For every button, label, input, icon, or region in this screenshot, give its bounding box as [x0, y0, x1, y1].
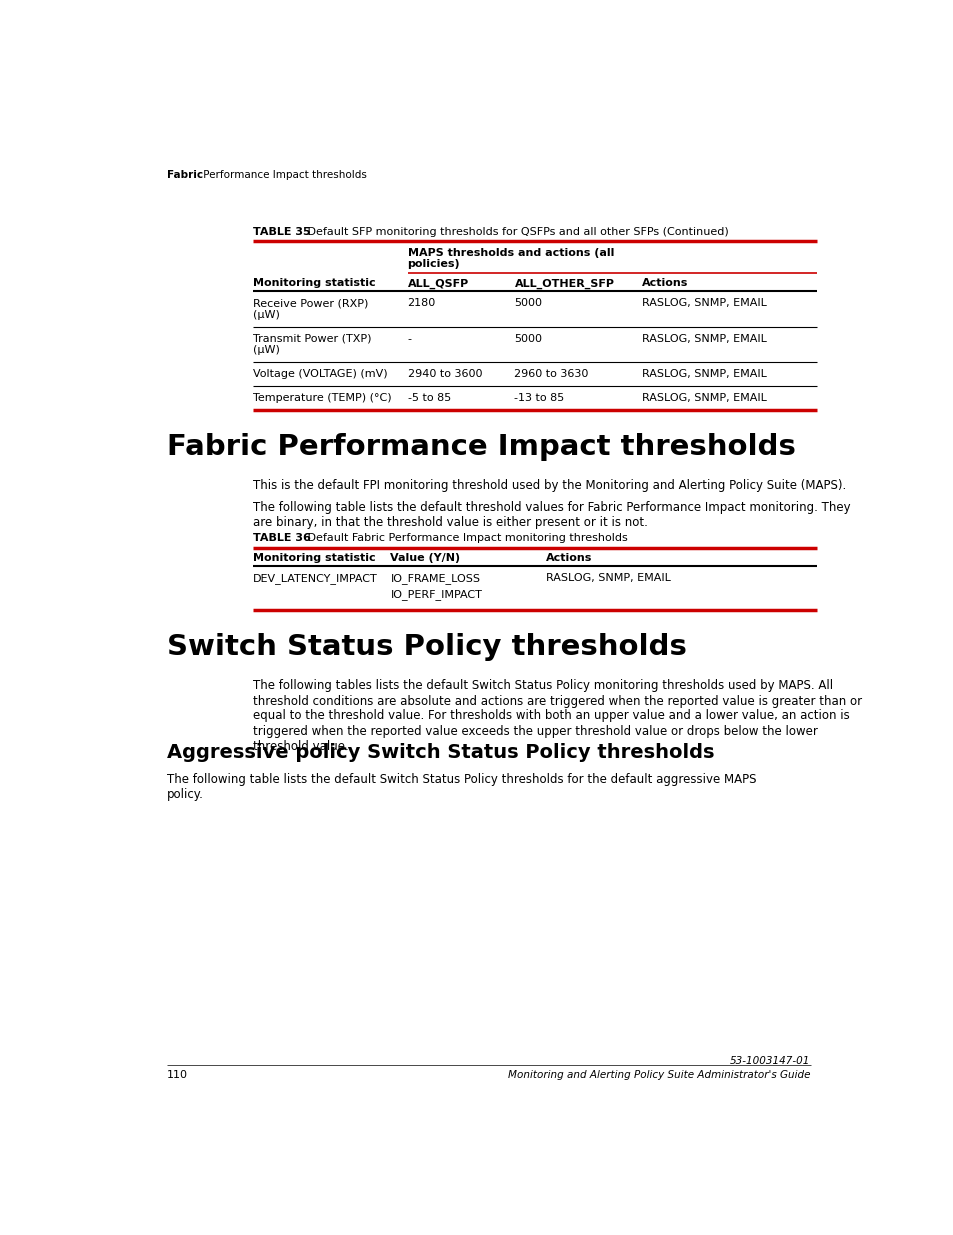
- Text: Value (Y/N): Value (Y/N): [390, 553, 460, 563]
- Text: RASLOG, SNMP, EMAIL: RASLOG, SNMP, EMAIL: [641, 369, 766, 379]
- Text: Fabric Performance Impact thresholds: Fabric Performance Impact thresholds: [167, 433, 796, 461]
- Text: 110: 110: [167, 1070, 188, 1079]
- Text: MAPS thresholds and actions (all
policies): MAPS thresholds and actions (all policie…: [407, 247, 614, 269]
- Text: Aggressive policy Switch Status Policy thresholds: Aggressive policy Switch Status Policy t…: [167, 742, 714, 762]
- Text: Monitoring statistic: Monitoring statistic: [253, 553, 375, 563]
- Text: -5 to 85: -5 to 85: [407, 393, 451, 403]
- Text: Voltage (VOLTAGE) (mV): Voltage (VOLTAGE) (mV): [253, 369, 387, 379]
- Text: Temperature (TEMP) (°C): Temperature (TEMP) (°C): [253, 393, 391, 403]
- Text: Performance Impact thresholds: Performance Impact thresholds: [199, 169, 366, 180]
- Text: DEV_LATENCY_IMPACT: DEV_LATENCY_IMPACT: [253, 573, 376, 584]
- Text: Actions: Actions: [641, 278, 688, 288]
- Text: Monitoring statistic: Monitoring statistic: [253, 278, 375, 288]
- Text: -13 to 85: -13 to 85: [514, 393, 564, 403]
- Text: 2940 to 3600: 2940 to 3600: [407, 369, 481, 379]
- Text: TABLE 35: TABLE 35: [253, 227, 310, 237]
- Text: ALL_QSFP: ALL_QSFP: [407, 278, 468, 289]
- Text: The following tables lists the default Switch Status Policy monitoring threshold: The following tables lists the default S…: [253, 679, 861, 752]
- Text: Default SFP monitoring thresholds for QSFPs and all other SFPs (Continued): Default SFP monitoring thresholds for QS…: [296, 227, 728, 237]
- Text: RASLOG, SNMP, EMAIL: RASLOG, SNMP, EMAIL: [641, 299, 766, 309]
- Text: Receive Power (RXP)
(μW): Receive Power (RXP) (μW): [253, 299, 368, 320]
- Text: Actions: Actions: [545, 553, 591, 563]
- Text: IO_FRAME_LOSS: IO_FRAME_LOSS: [390, 573, 480, 584]
- Text: RASLOG, SNMP, EMAIL: RASLOG, SNMP, EMAIL: [641, 393, 766, 403]
- Text: 2180: 2180: [407, 299, 436, 309]
- Text: This is the default FPI monitoring threshold used by the Monitoring and Alerting: This is the default FPI monitoring thres…: [253, 479, 845, 493]
- Text: ALL_OTHER_SFP: ALL_OTHER_SFP: [514, 278, 614, 289]
- Text: Switch Status Policy thresholds: Switch Status Policy thresholds: [167, 634, 686, 661]
- Text: The following table lists the default Switch Status Policy thresholds for the de: The following table lists the default Sw…: [167, 773, 756, 802]
- Text: Default Fabric Performance Impact monitoring thresholds: Default Fabric Performance Impact monito…: [296, 534, 627, 543]
- Text: RASLOG, SNMP, EMAIL: RASLOG, SNMP, EMAIL: [545, 573, 670, 583]
- Text: -: -: [407, 333, 411, 343]
- Text: 5000: 5000: [514, 333, 542, 343]
- Text: Monitoring and Alerting Policy Suite Administrator's Guide: Monitoring and Alerting Policy Suite Adm…: [508, 1070, 810, 1079]
- Text: The following table lists the default threshold values for Fabric Performance Im: The following table lists the default th…: [253, 501, 849, 529]
- Text: 5000: 5000: [514, 299, 542, 309]
- Text: 53-1003147-01: 53-1003147-01: [729, 1056, 810, 1066]
- Text: IO_PERF_IMPACT: IO_PERF_IMPACT: [390, 589, 482, 599]
- Text: 2960 to 3630: 2960 to 3630: [514, 369, 588, 379]
- Text: Fabric: Fabric: [167, 169, 203, 180]
- Text: RASLOG, SNMP, EMAIL: RASLOG, SNMP, EMAIL: [641, 333, 766, 343]
- Text: Transmit Power (TXP)
(μW): Transmit Power (TXP) (μW): [253, 333, 371, 356]
- Text: TABLE 36: TABLE 36: [253, 534, 310, 543]
